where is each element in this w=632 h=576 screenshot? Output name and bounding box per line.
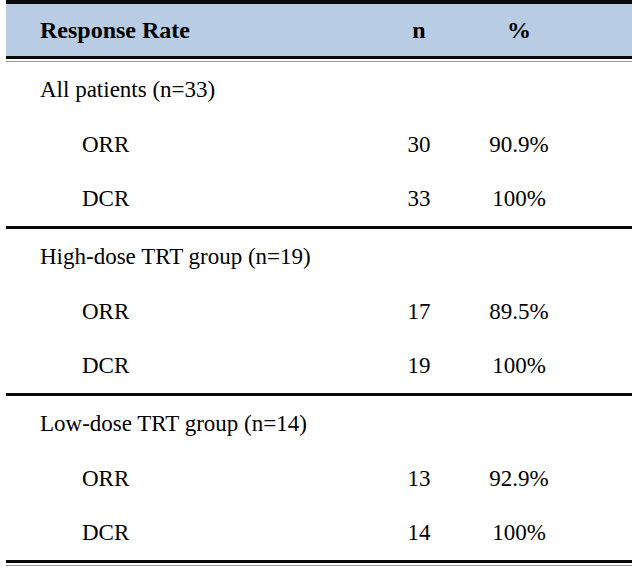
bottom-thin-rule	[6, 565, 632, 566]
row-label: DCR	[6, 520, 384, 546]
row-label: DCR	[6, 353, 384, 379]
section-title: Low-dose TRT group (n=14)	[6, 411, 384, 437]
table-bottom-rule	[6, 560, 632, 563]
cell-pct-value: 90.9%	[454, 132, 584, 158]
cell-n-value: 17	[384, 299, 454, 325]
section-title-row: All patients (n=33)	[6, 62, 632, 118]
row-label: ORR	[6, 466, 384, 492]
header-response-rate: Response Rate	[6, 17, 384, 44]
table-row-orr: ORR 13 92.9%	[6, 452, 632, 506]
cell-pct-value: 89.5%	[454, 299, 584, 325]
cell-pct-value: 100%	[454, 186, 584, 212]
header-percent: %	[454, 17, 584, 44]
table-row-orr: ORR 17 89.5%	[6, 285, 632, 339]
section-title: All patients (n=33)	[6, 77, 384, 103]
header-n: n	[384, 17, 454, 44]
cell-pct-value: 100%	[454, 520, 584, 546]
section-title: High-dose TRT group (n=19)	[6, 244, 384, 270]
table-row-dcr: DCR 19 100%	[6, 339, 632, 393]
row-label: DCR	[6, 186, 384, 212]
section-title-row: High-dose TRT group (n=19)	[6, 229, 632, 285]
table-header-row: Response Rate n %	[6, 4, 632, 59]
table-row-dcr: DCR 14 100%	[6, 506, 632, 560]
section-all-patients: All patients (n=33) ORR 30 90.9% DCR 33 …	[6, 62, 632, 229]
row-label: ORR	[6, 132, 384, 158]
cell-n-value: 14	[384, 520, 454, 546]
cell-n-value: 30	[384, 132, 454, 158]
section-title-row: Low-dose TRT group (n=14)	[6, 396, 632, 452]
table-row-dcr: DCR 33 100%	[6, 172, 632, 226]
cell-n-value: 13	[384, 466, 454, 492]
row-label: ORR	[6, 299, 384, 325]
cell-pct-value: 92.9%	[454, 466, 584, 492]
paper-table-page: Response Rate n % All patients (n=33) OR…	[0, 0, 632, 576]
cell-n-value: 33	[384, 186, 454, 212]
response-rate-table: Response Rate n % All patients (n=33) OR…	[6, 0, 632, 566]
section-low-dose: Low-dose TRT group (n=14) ORR 13 92.9% D…	[6, 396, 632, 566]
cell-n-value: 19	[384, 353, 454, 379]
section-high-dose: High-dose TRT group (n=19) ORR 17 89.5% …	[6, 229, 632, 396]
table-row-orr: ORR 30 90.9%	[6, 118, 632, 172]
cell-pct-value: 100%	[454, 353, 584, 379]
